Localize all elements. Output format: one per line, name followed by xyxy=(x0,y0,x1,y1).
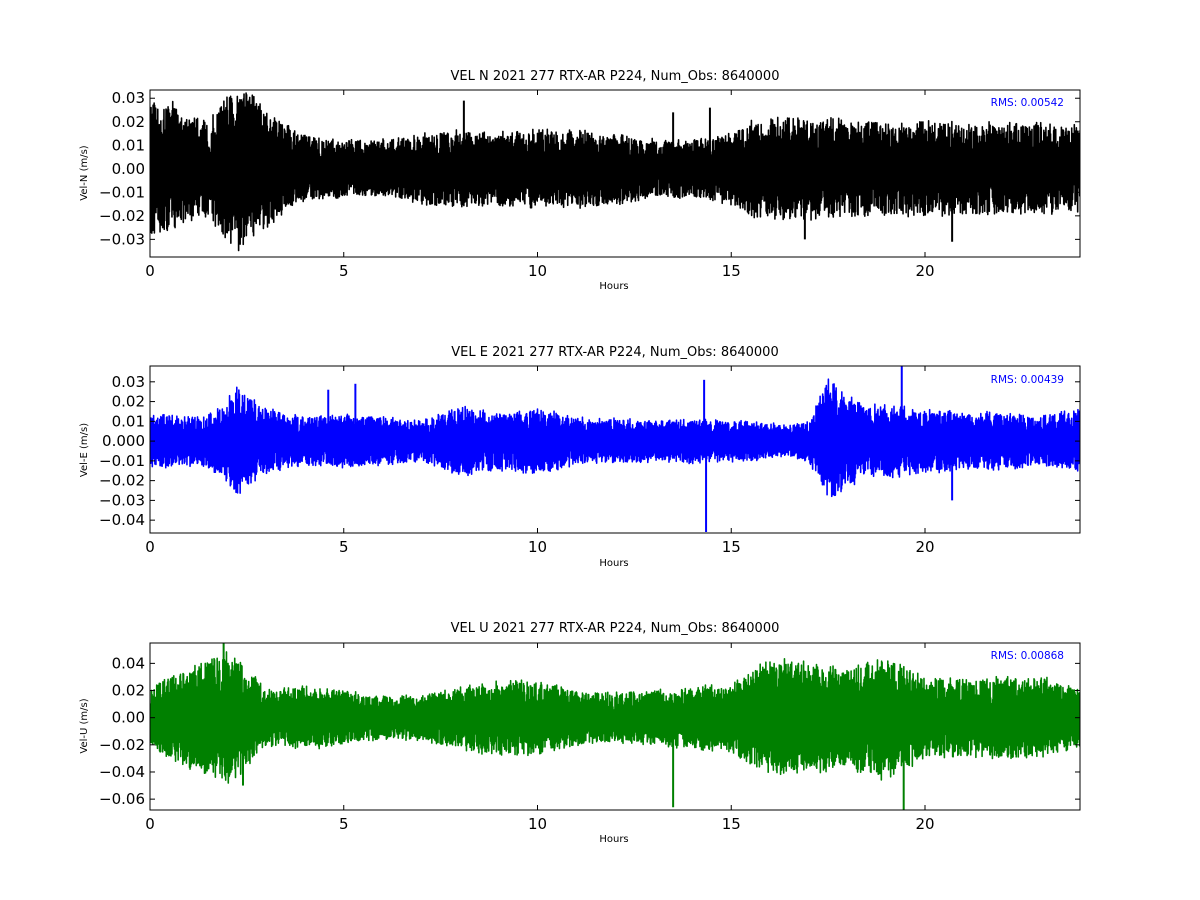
chart-title: VEL E 2021 277 RTX-AR P224, Num_Obs: 864… xyxy=(451,345,778,360)
y-tick-label: 0.02 xyxy=(112,113,145,131)
y-tick-label: −0.02 xyxy=(99,207,145,225)
plot-area xyxy=(150,643,1080,810)
y-axis-label: Vel-U (m/s) xyxy=(79,698,90,753)
y-tick-label: −0.02 xyxy=(99,472,145,490)
x-tick-label: 15 xyxy=(722,538,741,556)
subplot-vel-u: VEL U 2021 277 RTX-AR P224, Num_Obs: 864… xyxy=(79,621,1081,845)
series-line xyxy=(150,92,1080,252)
x-tick-label: 5 xyxy=(339,538,349,556)
x-tick-label: 0 xyxy=(145,538,155,556)
x-tick-label: 5 xyxy=(339,815,349,833)
x-axis-label: Hours xyxy=(599,834,628,845)
x-tick-label: 0 xyxy=(145,815,155,833)
y-tick-label: −0.03 xyxy=(99,491,145,509)
axis-ticks: 0 5 10 15 20 −0.06 −0.04 −0.02 0.00 0.02 0.04 xyxy=(99,643,1080,833)
x-tick-label: 10 xyxy=(528,815,547,833)
y-tick-label: −0.02 xyxy=(99,736,145,754)
x-tick-label: 15 xyxy=(722,262,741,280)
x-tick-label: 15 xyxy=(722,815,741,833)
x-tick-label: 20 xyxy=(915,538,934,556)
x-tick-label: 10 xyxy=(528,262,547,280)
x-tick-label: 0 xyxy=(145,262,155,280)
y-tick-label: −0.04 xyxy=(99,511,145,529)
axis-ticks: 0 5 10 15 20 −0.03 −0.02 −0.01 0.00 0.01 0.02 0.03 xyxy=(99,89,1080,280)
axes-frame xyxy=(149,89,1081,258)
y-tick-label: −0.06 xyxy=(99,790,145,808)
y-tick-label: 0.00 xyxy=(112,709,145,727)
y-tick-label: 0.00 xyxy=(112,160,145,178)
chart-title: VEL N 2021 277 RTX-AR P224, Num_Obs: 864… xyxy=(451,69,780,84)
series-line xyxy=(150,378,1080,498)
y-tick-label: 0.000 xyxy=(102,432,145,450)
subplot-vel-e: VEL E 2021 277 RTX-AR P224, Num_Obs: 864… xyxy=(79,345,1081,569)
y-tick-label: −0.01 xyxy=(99,183,145,201)
y-tick-label: 0.03 xyxy=(112,373,145,391)
y-tick-label: 0.01 xyxy=(112,136,145,154)
x-tick-label: 20 xyxy=(915,815,934,833)
subplot-vel-n: VEL N 2021 277 RTX-AR P224, Num_Obs: 864… xyxy=(79,69,1081,292)
axes-frame xyxy=(149,365,1081,534)
y-tick-label: 0.04 xyxy=(112,654,145,672)
y-tick-label: −0.03 xyxy=(99,230,145,248)
y-tick-label: 0.03 xyxy=(112,89,145,107)
plot-area xyxy=(150,366,1080,533)
axes-frame xyxy=(149,642,1081,811)
series-line xyxy=(150,651,1080,784)
x-tick-label: 10 xyxy=(528,538,547,556)
chart-title: VEL U 2021 277 RTX-AR P224, Num_Obs: 864… xyxy=(451,621,780,636)
x-tick-label: 5 xyxy=(339,262,349,280)
x-tick-label: 20 xyxy=(915,262,934,280)
y-tick-label: 0.02 xyxy=(112,393,145,411)
rms-annotation: RMS: 0.00542 xyxy=(991,97,1064,109)
axis-ticks: 0 5 10 15 20−0.04−0.03−0.02−0.010.0000.010.0… xyxy=(99,366,1080,556)
y-tick-label: −0.01 xyxy=(99,452,145,470)
x-axis-label: Hours xyxy=(599,281,628,292)
rms-annotation: RMS: 0.00439 xyxy=(991,374,1064,386)
x-axis-label: Hours xyxy=(599,558,628,569)
y-tick-label: 0.01 xyxy=(112,412,145,430)
y-tick-label: 0.02 xyxy=(112,682,145,700)
y-axis-label: Vel-N (m/s) xyxy=(79,145,90,200)
rms-annotation: RMS: 0.00868 xyxy=(991,650,1064,662)
y-axis-label: Vel-E (m/s) xyxy=(79,423,90,477)
plot-area xyxy=(150,92,1080,252)
y-tick-label: −0.04 xyxy=(99,763,145,781)
